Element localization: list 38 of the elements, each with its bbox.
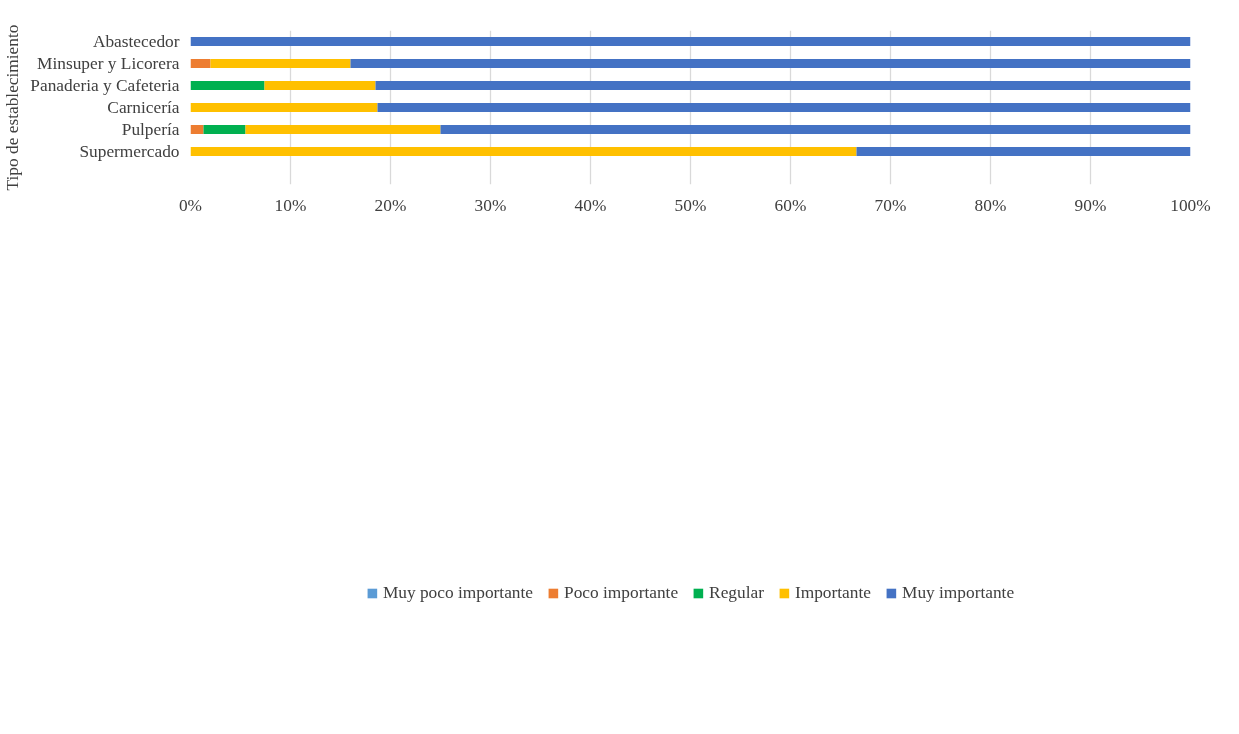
- bar: [190, 58, 211, 69]
- bar: [440, 124, 1191, 135]
- bar: [190, 80, 265, 91]
- legend-label: Poco importante: [564, 583, 679, 603]
- bar: [856, 146, 1191, 157]
- bar: [190, 102, 378, 113]
- bar: [203, 124, 246, 135]
- y-tick-label: Minsuper y Licorera: [37, 54, 180, 73]
- x-tick-label: 40%: [574, 195, 607, 215]
- x-tick-label: 60%: [774, 195, 807, 215]
- bar: [245, 124, 441, 135]
- legend-label: Importante: [794, 583, 871, 603]
- bar: [190, 146, 857, 157]
- bar: [190, 36, 1191, 47]
- y-tick-label: Supermercado: [79, 142, 180, 161]
- bar: [210, 58, 351, 69]
- bar: [350, 58, 1191, 69]
- bar: [190, 124, 204, 135]
- x-tick-label: 50%: [674, 195, 707, 215]
- x-tick-label: 70%: [874, 195, 907, 215]
- x-tick-label: 80%: [974, 195, 1007, 215]
- y-tick-label: Abastecedor: [92, 32, 180, 51]
- bar: [375, 80, 1191, 91]
- y-axis-title: Tipo de establecimiento: [3, 24, 23, 191]
- x-tick-label: 20%: [374, 195, 407, 215]
- x-tick-label: 30%: [474, 195, 507, 215]
- x-tick-label: 100%: [1170, 195, 1211, 215]
- x-tick-label: 0%: [178, 195, 203, 215]
- legend-label: Regular: [709, 583, 764, 603]
- bar: [264, 80, 376, 91]
- y-tick-label: Carnicería: [107, 98, 180, 117]
- y-tick-label: Panaderia y Cafeteria: [30, 76, 180, 95]
- y-tick-label: Pulpería: [121, 120, 180, 139]
- x-tick-label: 90%: [1074, 195, 1107, 215]
- bar: [377, 102, 1191, 113]
- legend-label: Muy poco importante: [382, 583, 534, 603]
- x-tick-label: 10%: [274, 195, 307, 215]
- legend-label: Muy importante: [901, 583, 1015, 603]
